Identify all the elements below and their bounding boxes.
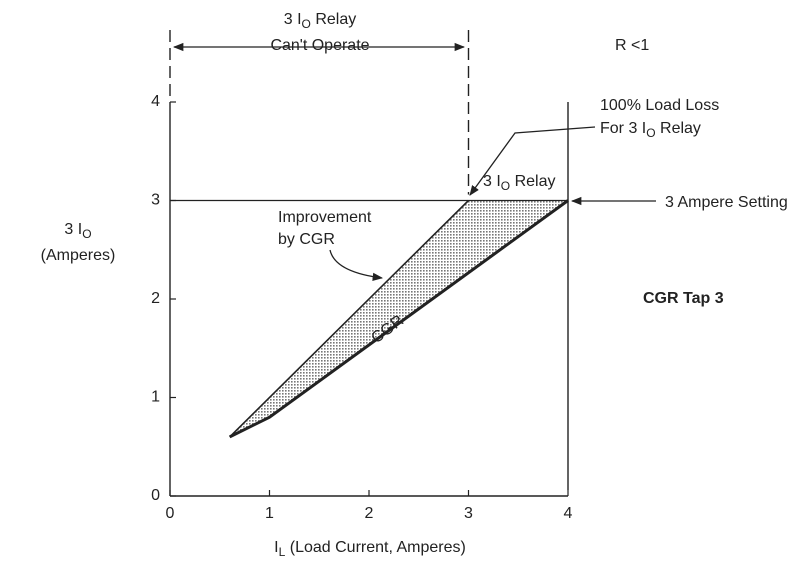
annotation-part: CGR Tap 3 — [643, 290, 724, 307]
x-tick-label: 3 — [464, 505, 473, 522]
annotation-part: 3 Ampere Setting — [665, 194, 788, 211]
x-axis-label: IL (Load Current, Amperes) — [274, 539, 466, 559]
x-tick-label: 4 — [564, 505, 573, 522]
annotation-part: Relay — [656, 120, 701, 137]
y-tick-label: 4 — [151, 93, 160, 110]
annotation-part: 3 I — [483, 173, 501, 190]
annotation-arrows — [172, 42, 656, 281]
annotation-part: O — [501, 179, 510, 193]
x-axis-label-part: L — [279, 545, 286, 559]
x-axis-label-part: (Load Current, Amperes) — [285, 539, 466, 556]
y-tick-label: 1 — [151, 389, 160, 406]
annotation: Can't Operate — [270, 37, 369, 54]
improvement-arrow — [329, 249, 384, 281]
improvement-area — [229, 200, 568, 437]
annotation: For 3 IO Relay — [600, 120, 701, 140]
y-axis-label: (Amperes) — [41, 247, 116, 264]
annotation: 100% Load Loss — [600, 97, 719, 114]
y-axis-label: 3 IO — [64, 221, 91, 241]
annotation-part: R <1 — [615, 37, 649, 54]
annotation: 3 Ampere Setting — [665, 194, 788, 211]
y-axis-label-part: O — [82, 227, 91, 241]
annotation-part: by CGR — [278, 231, 335, 248]
annotation-part: Relay — [510, 173, 555, 190]
annotation: R <1 — [615, 37, 649, 54]
y-tick-label: 3 — [151, 192, 160, 209]
y-tick-label: 2 — [151, 290, 160, 307]
x-axis-label-part: I — [274, 539, 278, 556]
annotation-part: 100% Load Loss — [600, 97, 719, 114]
annotation-part: For 3 I — [600, 120, 646, 137]
annotation-part: O — [302, 17, 311, 31]
x-tick-label: 0 — [166, 505, 175, 522]
annotation-part: Improvement — [278, 209, 372, 226]
x-tick-label: 1 — [265, 505, 274, 522]
annotation-part: 3 I — [284, 11, 302, 28]
annotation: 3 IO Relay — [284, 11, 357, 31]
annotation-part: Can't Operate — [270, 37, 369, 54]
x-tick-label: 2 — [365, 505, 374, 522]
series-line — [229, 199, 470, 438]
series-line — [229, 199, 569, 439]
annotation: 3 IO Relay — [483, 173, 556, 193]
annotation-part: O — [646, 126, 655, 140]
y-axis-label-part: (Amperes) — [41, 247, 116, 264]
annotation: CGR Tap 3 — [643, 290, 724, 307]
y-tick-label: 0 — [151, 487, 160, 504]
annotation: Improvement — [278, 209, 372, 226]
y-axis-label-part: 3 I — [64, 221, 82, 238]
annotation: by CGR — [278, 231, 335, 248]
annotation-part: Relay — [311, 11, 356, 28]
